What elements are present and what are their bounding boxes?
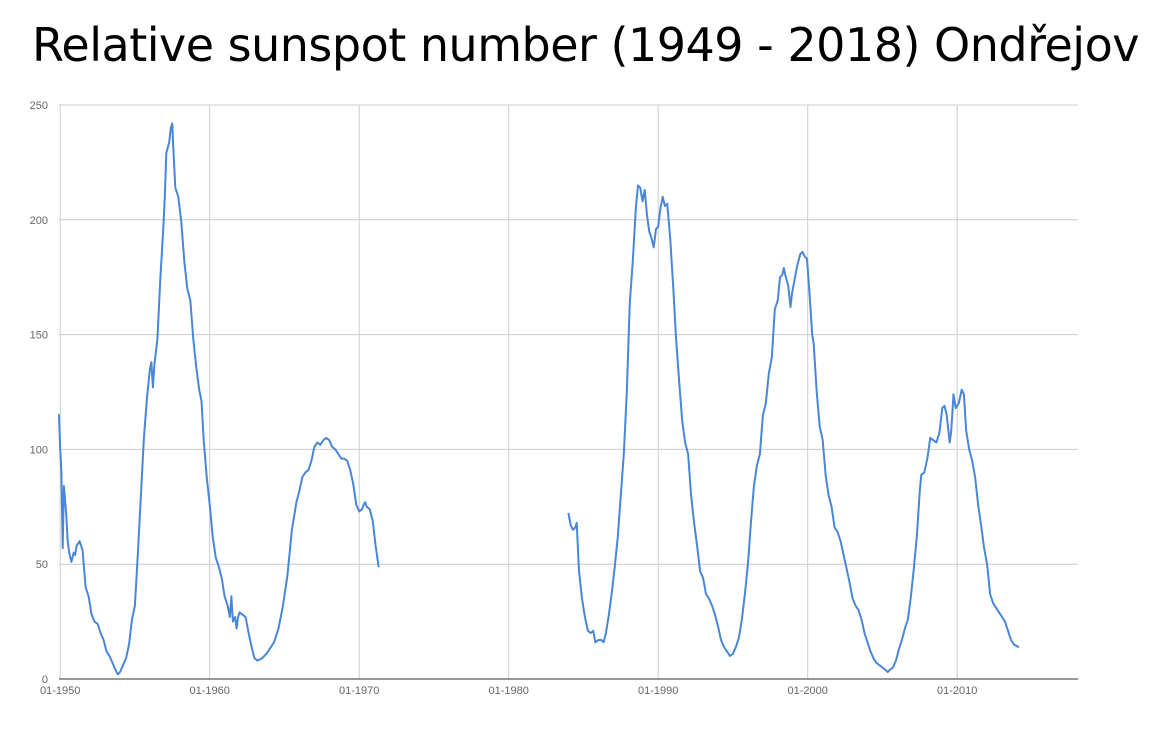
y-tick-label: 0 [42, 674, 48, 686]
tick-labels: 0 50 100 150 200 250 01-1950 01-1960 01-1970 01-1… [30, 100, 978, 697]
y-tick-label: 250 [30, 100, 48, 112]
grid-lines [59, 104, 1078, 679]
series-line [567, 184, 1020, 674]
chart-title: Relative sunspot number (1949 - 2018) On… [32, 18, 1139, 72]
x-tick-label: 01-2000 [788, 685, 828, 697]
x-tick-label: 01-2010 [937, 685, 977, 697]
y-tick-label: 50 [36, 559, 48, 571]
x-tick-label: 01-1980 [489, 685, 529, 697]
x-tick-label: 01-1960 [190, 685, 230, 697]
data-series [58, 122, 1020, 676]
x-tick-label: 01-1990 [638, 685, 678, 697]
x-tick-label: 01-1970 [339, 685, 379, 697]
y-tick-label: 150 [30, 330, 48, 342]
y-tick-label: 200 [30, 215, 48, 227]
series-line [58, 122, 380, 676]
y-tick-label: 100 [30, 444, 48, 456]
x-tick-label: 01-1950 [40, 685, 80, 697]
